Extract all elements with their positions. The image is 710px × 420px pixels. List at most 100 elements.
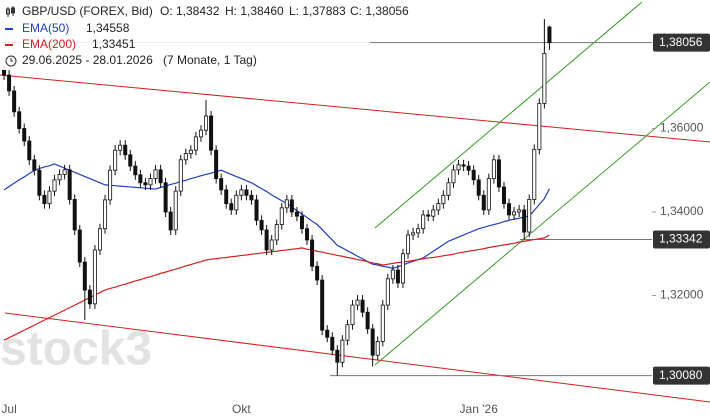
candle-body [486, 178, 491, 211]
candle-body [400, 253, 405, 284]
price-box [653, 33, 710, 52]
legend-value: 1,34558 [86, 21, 130, 35]
ohlc-label: H: 1,38460 [225, 4, 284, 18]
candle-body [178, 159, 183, 192]
candle-body [527, 199, 532, 233]
candle-body [193, 136, 198, 151]
candle-icon [6, 6, 15, 17]
candle-body [37, 169, 42, 196]
candle-body [264, 229, 269, 251]
price-label: 1,38056 [659, 35, 703, 49]
candle-body [153, 169, 158, 180]
candle-body [103, 199, 108, 230]
trendline [374, 1, 643, 229]
candle-body [375, 341, 380, 356]
candle-body [355, 299, 360, 306]
candle-body [517, 209, 522, 213]
candle-body [481, 194, 486, 211]
candle-body [143, 182, 148, 186]
candle-body [380, 304, 385, 342]
candle-body [77, 229, 82, 263]
candle-body [522, 209, 527, 233]
candle-body [416, 228, 421, 234]
candle-body [22, 128, 27, 142]
candle-body [471, 169, 476, 181]
candle-body [411, 232, 416, 236]
candle-body [279, 207, 284, 225]
candle-body [305, 228, 310, 241]
legend-label: EMA(200) [22, 37, 76, 51]
candle-body [27, 140, 32, 161]
legend-label: EMA(50) [22, 21, 69, 35]
candle-body [12, 90, 17, 113]
candle-body [532, 148, 537, 200]
candle-body [47, 190, 52, 205]
candle-body [32, 159, 37, 171]
candle-body [436, 203, 441, 211]
candle-body [431, 209, 436, 217]
candle-body [330, 336, 335, 351]
candle-body [385, 278, 390, 306]
candle-body [421, 214, 426, 230]
candle-body [209, 115, 214, 151]
candle-body [274, 224, 279, 241]
candle-body [97, 228, 102, 251]
price-label: 1,30080 [659, 368, 703, 382]
candle-body [168, 211, 173, 231]
candle-body [163, 182, 168, 213]
candle-body [148, 178, 153, 186]
candle-body [289, 199, 294, 213]
candle-body [390, 269, 395, 280]
legend-value: 1,33451 [92, 37, 136, 51]
candle-body [335, 349, 340, 363]
candle-body [214, 149, 219, 180]
candle-body [507, 203, 512, 216]
candle-body [310, 239, 315, 267]
trendline [374, 81, 710, 366]
ema-line [3, 163, 550, 269]
candle-body [138, 174, 143, 184]
candle-body [456, 164, 461, 171]
candle-body [340, 339, 345, 363]
candle-body [183, 153, 188, 161]
candle-body [198, 129, 203, 138]
watermark: stock3 [0, 323, 152, 376]
candle-body [537, 103, 542, 150]
candle-body [294, 211, 299, 217]
candle-body [441, 194, 446, 205]
candle-body [254, 199, 259, 221]
candle-body [113, 149, 118, 171]
trendline [0, 74, 710, 143]
candle-body [204, 115, 209, 131]
candle-body [173, 190, 178, 231]
candle-body [128, 154, 133, 167]
date-range: 29.06.2025 - 28.01.2026 [22, 53, 153, 67]
candle-body [108, 169, 113, 201]
candle-body [52, 179, 57, 192]
ohlc-label: C: 1,38056 [350, 4, 409, 18]
price-label: 1,33342 [659, 232, 703, 246]
candle-body [57, 174, 62, 181]
candle-body [244, 189, 249, 196]
x-tick-label: Okt [232, 402, 251, 416]
candle-body [512, 211, 517, 216]
header-bg [0, 0, 370, 70]
candle-body [325, 329, 330, 338]
candle-body [345, 324, 350, 341]
ohlc-label: O: 1,38432 [160, 4, 220, 18]
candle-body [118, 144, 123, 151]
candle-body [87, 289, 92, 305]
candle-body [547, 26, 552, 44]
candle-body [158, 169, 163, 184]
price-box [653, 230, 710, 249]
candle-body [315, 265, 320, 281]
candle-body [461, 164, 466, 167]
candle-body [406, 234, 411, 255]
trendline [4, 312, 710, 403]
clock-icon [10, 58, 13, 62]
candle-body [370, 328, 375, 356]
y-tick-label: 1,32000 [660, 288, 704, 302]
candle-body [259, 219, 264, 231]
candle-body [395, 269, 400, 284]
